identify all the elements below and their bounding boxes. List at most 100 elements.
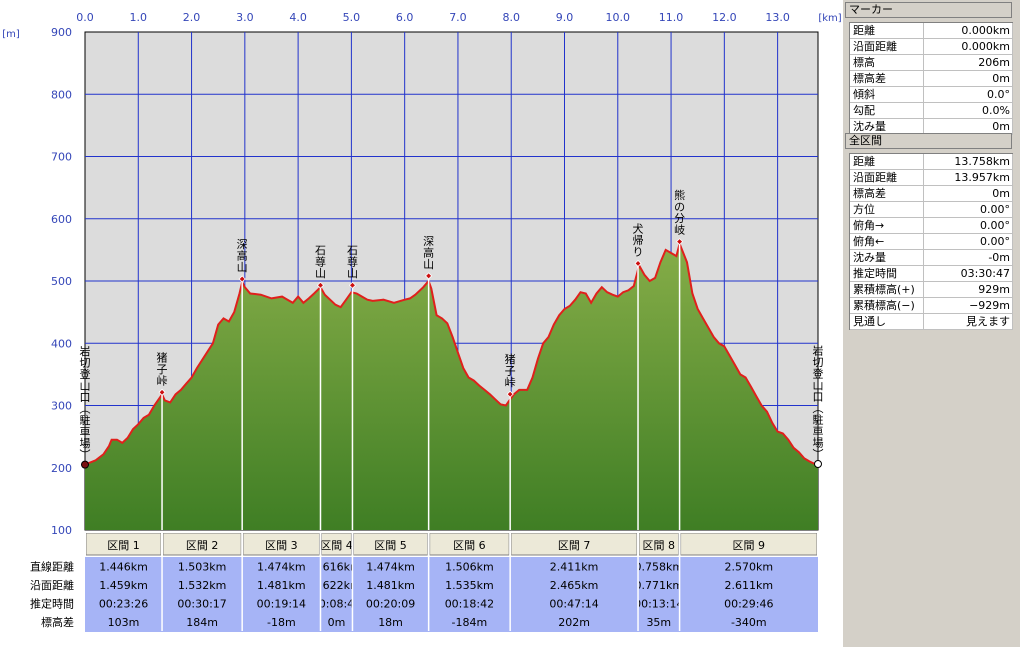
x-tick-label: 0.0 xyxy=(76,11,94,24)
segment-value: 2.465km xyxy=(550,579,599,592)
waypoint-label: 犬帰り xyxy=(633,221,644,258)
total-prop-key: 累積標高(+) xyxy=(850,282,924,297)
segment-column[interactable]: 区間 5 1.474km 1.481km 00:20:09 18m xyxy=(353,533,428,629)
marker-prop-value: 206m xyxy=(978,56,1010,69)
segment-column[interactable]: 区間 9 2.570km 2.611km 00:29:46 -340m xyxy=(680,533,817,629)
waypoint-marker[interactable] xyxy=(506,390,514,398)
segment-column[interactable]: 区間 3 1.474km 1.481km 00:19:14 -18m xyxy=(243,533,320,629)
total-prop-row[interactable]: 標高差 0m xyxy=(850,186,1013,202)
segment-column[interactable]: 区間 1 1.446km 1.459km 00:23:26 103m xyxy=(86,533,162,629)
total-prop-value: 03:30:47 xyxy=(960,267,1010,280)
segment-column[interactable]: 区間 8 0.758km 0.771km 00:13:14 35m xyxy=(634,533,683,629)
waypoint-label: 猪子峠 xyxy=(157,351,168,387)
x-tick-label: 1.0 xyxy=(130,11,148,24)
waypoint-marker[interactable] xyxy=(634,259,642,268)
segment-name: 区間 2 xyxy=(186,539,219,552)
waypoint-marker[interactable] xyxy=(348,281,357,289)
marker-prop-row[interactable]: 勾配 0.0% xyxy=(850,103,1013,119)
total-prop-row[interactable]: 俯角← 0.00° xyxy=(850,234,1013,250)
segment-header-bg xyxy=(243,533,320,556)
x-tick-label: 9.0 xyxy=(556,11,574,24)
segment-name: 区間 5 xyxy=(374,539,407,552)
segment-value: 00:08:46 xyxy=(312,598,361,611)
marker-prop-key: 標高差 xyxy=(850,71,924,86)
total-prop-row[interactable]: 推定時間 03:30:47 xyxy=(850,266,1013,282)
x-tick-label: 5.0 xyxy=(343,11,361,24)
segment-header-bg xyxy=(680,533,817,556)
segment-value: 1.506km xyxy=(445,561,494,574)
segment-column[interactable]: 区間 4 0.616km 0.622km 00:08:46 0m xyxy=(312,533,361,629)
marker-panel-title: マーカー xyxy=(845,2,1012,18)
waypoint-marker[interactable] xyxy=(316,281,325,289)
waypoint-label: 石尊山 xyxy=(315,244,326,280)
marker-prop-value: 0m xyxy=(992,72,1010,85)
x-unit-label: [km] xyxy=(818,13,841,24)
waypoint-label: 深高山 xyxy=(237,238,248,274)
segment-name: 区間 6 xyxy=(453,539,486,552)
total-prop-row[interactable]: 沈み量 -0m xyxy=(850,250,1013,266)
y-tick-label: 100 xyxy=(51,524,72,537)
segment-value: 1.474km xyxy=(366,561,415,574)
total-prop-value: 13.758km xyxy=(954,155,1010,168)
marker-prop-row[interactable]: 標高差 0m xyxy=(850,71,1013,87)
waypoint-marker[interactable] xyxy=(158,388,166,396)
y-tick-label: 900 xyxy=(51,26,72,39)
total-prop-row[interactable]: 沿面距離 13.957km xyxy=(850,170,1013,186)
total-prop-row[interactable]: 累積標高(+) 929m xyxy=(850,282,1013,298)
marker-prop-key: 距離 xyxy=(850,23,924,38)
segment-header-bg xyxy=(321,533,352,556)
row-label: 推定時間 xyxy=(30,597,74,611)
segment-value: 184m xyxy=(186,616,218,629)
segment-header-bg xyxy=(163,533,242,556)
segment-value: 0.758km xyxy=(635,561,684,574)
total-prop-key: 標高差 xyxy=(850,186,924,201)
total-prop-key: 距離 xyxy=(850,154,924,169)
waypoint-label: 岩切登山口︵駐車場︶ xyxy=(80,344,91,462)
segment-value: 0.622km xyxy=(312,579,361,592)
row-label: 直線距離 xyxy=(30,560,74,574)
segment-values-bg xyxy=(85,557,818,632)
waypoint-marker[interactable] xyxy=(238,275,246,283)
total-prop-value: 0m xyxy=(992,187,1010,200)
y-tick-label: 700 xyxy=(51,151,72,164)
segment-value: 18m xyxy=(378,616,403,629)
marker-prop-row[interactable]: 沿面距離 0.000km xyxy=(850,39,1013,55)
total-prop-key: 俯角← xyxy=(850,234,924,249)
x-tick-label: 7.0 xyxy=(449,11,467,24)
marker-prop-value: 0.0° xyxy=(987,88,1010,101)
waypoint-marker[interactable] xyxy=(425,272,433,280)
total-prop-value: 見えます xyxy=(966,315,1010,328)
segment-column[interactable]: 区間 6 1.506km 1.535km 00:18:42 -184m xyxy=(429,533,510,629)
segment-value: 1.532km xyxy=(178,579,227,592)
segment-column[interactable]: 区間 7 2.411km 2.465km 00:47:14 202m xyxy=(511,533,638,629)
segment-value: 1.535km xyxy=(445,579,494,592)
total-prop-row[interactable]: 俯角→ 0.00° xyxy=(850,218,1013,234)
total-prop-value: 929m xyxy=(978,283,1010,296)
total-prop-row[interactable]: 距離 13.758km xyxy=(850,154,1013,170)
segment-column[interactable]: 区間 2 1.503km 1.532km 00:30:17 184m xyxy=(163,533,242,629)
waypoint-label: 猪子峠 xyxy=(505,353,516,389)
total-prop-row[interactable]: 見通し 見えます xyxy=(850,314,1013,330)
total-prop-row[interactable]: 方位 0.00° xyxy=(850,202,1013,218)
total-prop-value: −929m xyxy=(969,299,1010,312)
marker-properties: 距離 0.000km 沿面距離 0.000km 標高 206m 標高差 0m 傾斜 0.0° 勾配 0… xyxy=(849,22,1013,135)
total-prop-key: 推定時間 xyxy=(850,266,924,281)
waypoint-marker[interactable] xyxy=(814,460,822,469)
marker-prop-row[interactable]: 傾斜 0.0° xyxy=(850,87,1013,103)
waypoint-marker[interactable] xyxy=(676,238,684,246)
marker-prop-row[interactable]: 標高 206m xyxy=(850,55,1013,71)
total-prop-row[interactable]: 累積標高(−) −929m xyxy=(850,298,1013,314)
segment-value: 0.616km xyxy=(312,561,361,574)
waypoint-marker[interactable] xyxy=(81,460,89,469)
segment-value: 00:30:17 xyxy=(177,598,226,611)
profile-area xyxy=(85,243,818,530)
total-prop-key: 累積標高(−) xyxy=(850,298,924,313)
segment-value: 0.771km xyxy=(635,579,684,592)
x-tick-label: 10.0 xyxy=(606,11,631,24)
segment-value: 103m xyxy=(108,616,140,629)
total-prop-key: 沿面距離 xyxy=(850,170,924,185)
y-tick-label: 200 xyxy=(51,462,72,475)
total-prop-key: 沈み量 xyxy=(850,250,924,265)
marker-prop-row[interactable]: 距離 0.000km xyxy=(850,23,1013,39)
